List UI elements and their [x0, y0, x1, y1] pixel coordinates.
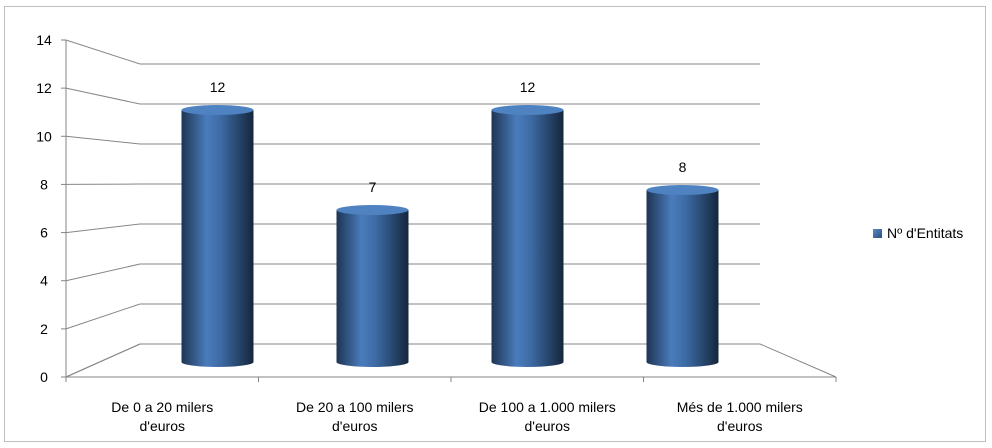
bars	[181, 105, 719, 367]
data-label-1: 12	[210, 79, 226, 95]
floor-right-edge	[759, 343, 837, 378]
bar-3	[491, 105, 564, 367]
bar-top	[181, 105, 254, 115]
y-tick-label: 10	[36, 128, 52, 144]
axes	[65, 376, 837, 382]
category-label-line: Més de 1.000 milers	[677, 399, 803, 415]
data-labels: 12 7 12 8	[210, 79, 687, 195]
legend-swatch	[873, 229, 882, 238]
y-tick-label: 0	[40, 369, 48, 385]
gridline-side	[65, 223, 141, 234]
category-label-line: De 0 a 20 milers	[111, 399, 213, 415]
y-tick-label: 2	[40, 321, 48, 337]
y-tick-label: 6	[40, 225, 48, 241]
bar-body	[336, 210, 409, 367]
category-label-1: De 0 a 20 milers d'euros	[111, 399, 213, 434]
gridline-side	[65, 303, 141, 330]
y-tick-label: 8	[40, 176, 48, 192]
bar-body	[491, 110, 564, 367]
category-label-line: De 20 a 100 milers	[296, 399, 414, 415]
legend: Nº d'Entitats	[873, 225, 963, 241]
gridline-side	[65, 87, 141, 105]
bar-top	[336, 205, 409, 215]
category-label-line: De 100 a 1.000 milers	[479, 399, 616, 415]
category-label-line: d'euros	[717, 418, 762, 434]
category-label-3: De 100 a 1.000 milers d'euros	[479, 399, 616, 434]
bar-top	[491, 105, 564, 115]
bar-body	[646, 190, 719, 367]
category-label-line: d'euros	[332, 418, 377, 434]
data-label-3: 12	[520, 79, 536, 95]
y-tick-labels: 0 2 4 6 8 10 12 14	[36, 32, 52, 385]
legend-label: Nº d'Entitats	[887, 225, 963, 241]
category-label-2: De 20 a 100 milers d'euros	[296, 399, 414, 434]
bar-4	[646, 185, 719, 367]
bar-1	[181, 105, 254, 367]
bar-2	[336, 205, 409, 367]
category-label-4: Més de 1.000 milers d'euros	[677, 399, 803, 434]
bar-top	[646, 185, 719, 195]
category-label-line: d'euros	[140, 418, 185, 434]
gridline-side	[65, 135, 141, 145]
gridline-side	[65, 263, 141, 282]
data-label-4: 8	[679, 159, 687, 175]
bar-body	[181, 110, 254, 367]
y-tick-label: 14	[36, 32, 52, 48]
category-label-line: d'euros	[525, 418, 570, 434]
y-tick-label: 12	[36, 80, 52, 96]
gridline-side	[65, 39, 141, 65]
gridline-side	[65, 343, 141, 378]
y-tick-label: 4	[40, 273, 48, 289]
data-label-2: 7	[369, 179, 377, 195]
